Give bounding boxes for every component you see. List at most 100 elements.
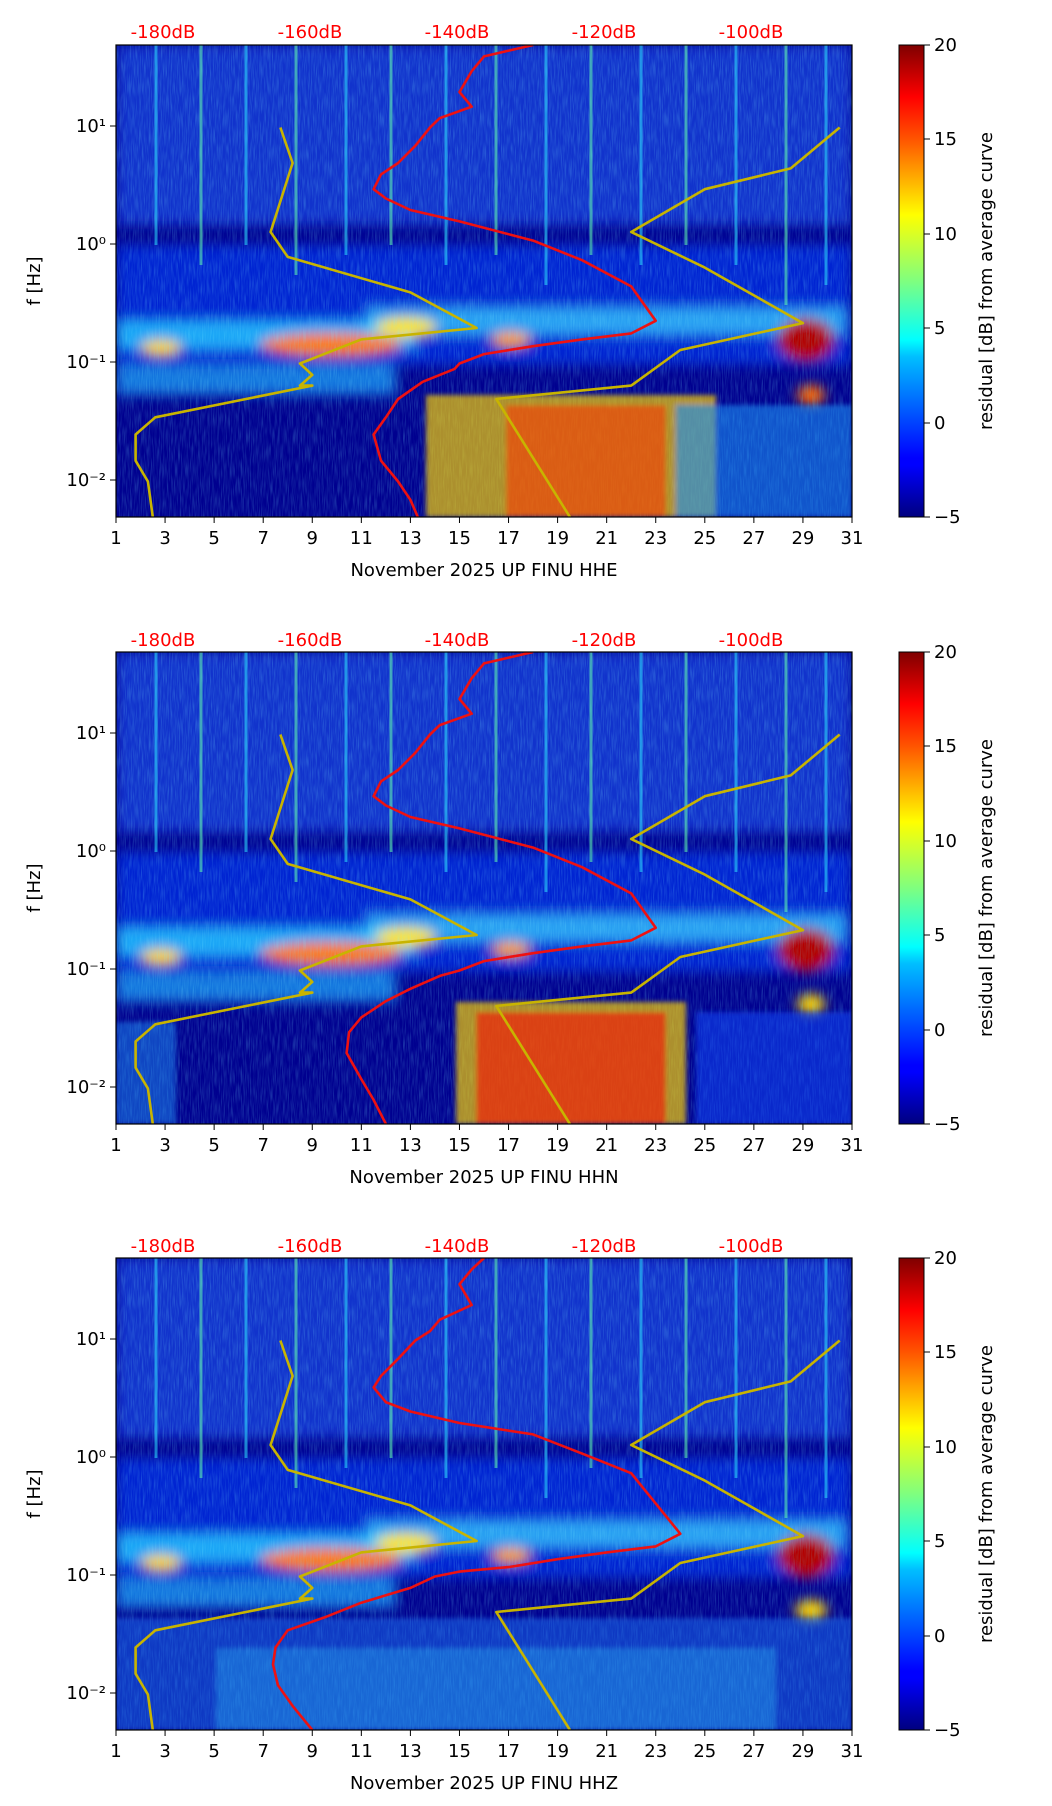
x-tick-label: 3 xyxy=(159,528,170,549)
x-tick-label: 5 xyxy=(208,1741,219,1762)
spectrogram-panel-hhn: -180dB -160dB -140dB -120dB -100dB xyxy=(24,630,997,1188)
x-tick-label: 13 xyxy=(399,1135,422,1156)
x-tick-label: 21 xyxy=(595,528,618,549)
spectrogram-image xyxy=(116,45,852,517)
x-tick-label: 17 xyxy=(497,528,520,549)
colorbar-tick-label: −5 xyxy=(934,1114,961,1135)
x-tick-label: 23 xyxy=(644,1741,667,1762)
x-axis-label: November 2025 UP FINU HHE xyxy=(350,560,617,581)
top-db-label: -100dB xyxy=(719,22,784,43)
x-tick-label: 15 xyxy=(448,1135,471,1156)
plot-frame xyxy=(115,1257,853,1731)
x-tick-label: 15 xyxy=(448,528,471,549)
x-axis: 1 3 5 7 9 11 13 15 17 19 21 23 25 27 29 31 xyxy=(110,517,863,549)
y-tick-label: 10⁻¹ xyxy=(66,1565,106,1586)
colorbar-tick-label: 5 xyxy=(934,318,945,339)
colorbar-tick-label: 0 xyxy=(934,1626,945,1647)
x-tick-label: 19 xyxy=(546,1741,569,1762)
x-axis: 1 3 5 7 9 11 13 15 17 19 21 23 25 27 29 31 xyxy=(110,1124,863,1156)
spectrogram-image xyxy=(116,652,852,1124)
nhnm-curve xyxy=(494,733,841,1124)
colorbar: 20 15 10 5 0 −5 residual [dB] from avera… xyxy=(898,1248,997,1741)
x-tick-label: 17 xyxy=(497,1135,520,1156)
spectrogram-panel-hhz: -180dB -160dB -140dB -120dB -100dB xyxy=(24,1236,997,1794)
top-db-label: -180dB xyxy=(131,1236,196,1257)
y-axis-label: f [Hz] xyxy=(24,863,45,912)
x-tick-label: 25 xyxy=(693,1741,716,1762)
x-axis-label: November 2025 UP FINU HHN xyxy=(349,1167,618,1188)
y-tick-label: 10¹ xyxy=(76,116,106,137)
y-tick-label: 10⁻² xyxy=(66,1683,106,1704)
top-db-label: -120dB xyxy=(572,630,637,651)
y-tick-label: 10⁻¹ xyxy=(66,959,106,980)
x-axis: 1 3 5 7 9 11 13 15 17 19 21 23 25 27 29 31 xyxy=(110,1730,863,1762)
nlnm-curve xyxy=(134,1340,478,1730)
colorbar-label: residual [dB] from average curve xyxy=(976,132,997,430)
colorbar-tick-label: 0 xyxy=(934,413,945,434)
x-tick-label: 13 xyxy=(399,1741,422,1762)
y-axis-label: f [Hz] xyxy=(24,256,45,305)
x-tick-label: 19 xyxy=(546,528,569,549)
plot-frame xyxy=(115,44,853,518)
colorbar-label: residual [dB] from average curve xyxy=(976,739,997,1037)
colorbar-tick-label: 20 xyxy=(934,642,957,663)
y-axis: 10¹ 10⁰ 10⁻¹ 10⁻² xyxy=(66,116,116,491)
nhnm-curve xyxy=(494,126,841,517)
x-tick-label: 31 xyxy=(841,528,864,549)
plot-frame xyxy=(115,651,853,1125)
y-tick-label: 10⁻² xyxy=(66,470,106,491)
x-axis-label: November 2025 UP FINU HHZ xyxy=(350,1773,618,1794)
top-db-label: -140dB xyxy=(425,1236,490,1257)
spectrogram-image xyxy=(116,1258,852,1730)
x-tick-label: 23 xyxy=(644,528,667,549)
colorbar-tick-label: 20 xyxy=(934,1248,957,1269)
median-psd-curve xyxy=(271,1258,682,1730)
x-tick-label: 15 xyxy=(448,1741,471,1762)
x-tick-label: 27 xyxy=(742,528,765,549)
x-tick-label: 7 xyxy=(257,528,268,549)
x-tick-label: 27 xyxy=(742,1135,765,1156)
x-tick-label: 9 xyxy=(307,1741,318,1762)
x-tick-label: 31 xyxy=(841,1741,864,1762)
top-db-label: -160dB xyxy=(278,22,343,43)
colorbar-tick-label: 15 xyxy=(934,736,957,757)
colorbar-tick-label: 5 xyxy=(934,1531,945,1552)
x-tick-label: 29 xyxy=(791,1135,814,1156)
median-psd-curve xyxy=(372,45,658,517)
spectrogram-panel-hhe: -180dB -160dB -140dB -120dB -100dB xyxy=(24,22,997,581)
colorbar-tick-label: 10 xyxy=(934,831,957,852)
top-db-label: -160dB xyxy=(278,630,343,651)
y-axis: 10¹ 10⁰ 10⁻¹ 10⁻² xyxy=(66,723,116,1098)
colorbar-tick-label: 15 xyxy=(934,1342,957,1363)
y-tick-label: 10⁰ xyxy=(76,1447,106,1468)
colorbar-tick-label: −5 xyxy=(934,1720,961,1741)
x-tick-label: 1 xyxy=(110,528,121,549)
y-axis-label: f [Hz] xyxy=(24,1469,45,1518)
colorbar: 20 15 10 5 0 −5 residual [dB] from avera… xyxy=(898,35,997,528)
x-tick-label: 23 xyxy=(644,1135,667,1156)
x-tick-label: 11 xyxy=(350,1135,373,1156)
top-db-label: -100dB xyxy=(719,1236,784,1257)
top-db-label: -180dB xyxy=(131,22,196,43)
x-tick-label: 19 xyxy=(546,1135,569,1156)
colorbar-tick-label: 20 xyxy=(934,35,957,56)
x-tick-label: 3 xyxy=(159,1741,170,1762)
y-tick-label: 10¹ xyxy=(76,723,106,744)
x-tick-label: 5 xyxy=(208,528,219,549)
x-tick-label: 9 xyxy=(307,1135,318,1156)
top-db-label: -180dB xyxy=(131,630,196,651)
top-db-label: -100dB xyxy=(719,630,784,651)
colorbar-tick-label: −5 xyxy=(934,507,961,528)
x-tick-label: 13 xyxy=(399,528,422,549)
x-tick-label: 7 xyxy=(257,1741,268,1762)
top-db-label: -140dB xyxy=(425,630,490,651)
y-tick-label: 10¹ xyxy=(76,1329,106,1350)
top-db-label: -140dB xyxy=(425,22,490,43)
top-db-label: -120dB xyxy=(572,22,637,43)
x-tick-label: 29 xyxy=(791,528,814,549)
x-tick-label: 25 xyxy=(693,528,716,549)
top-db-label: -160dB xyxy=(278,1236,343,1257)
y-tick-label: 10⁻² xyxy=(66,1077,106,1098)
x-tick-label: 31 xyxy=(841,1135,864,1156)
